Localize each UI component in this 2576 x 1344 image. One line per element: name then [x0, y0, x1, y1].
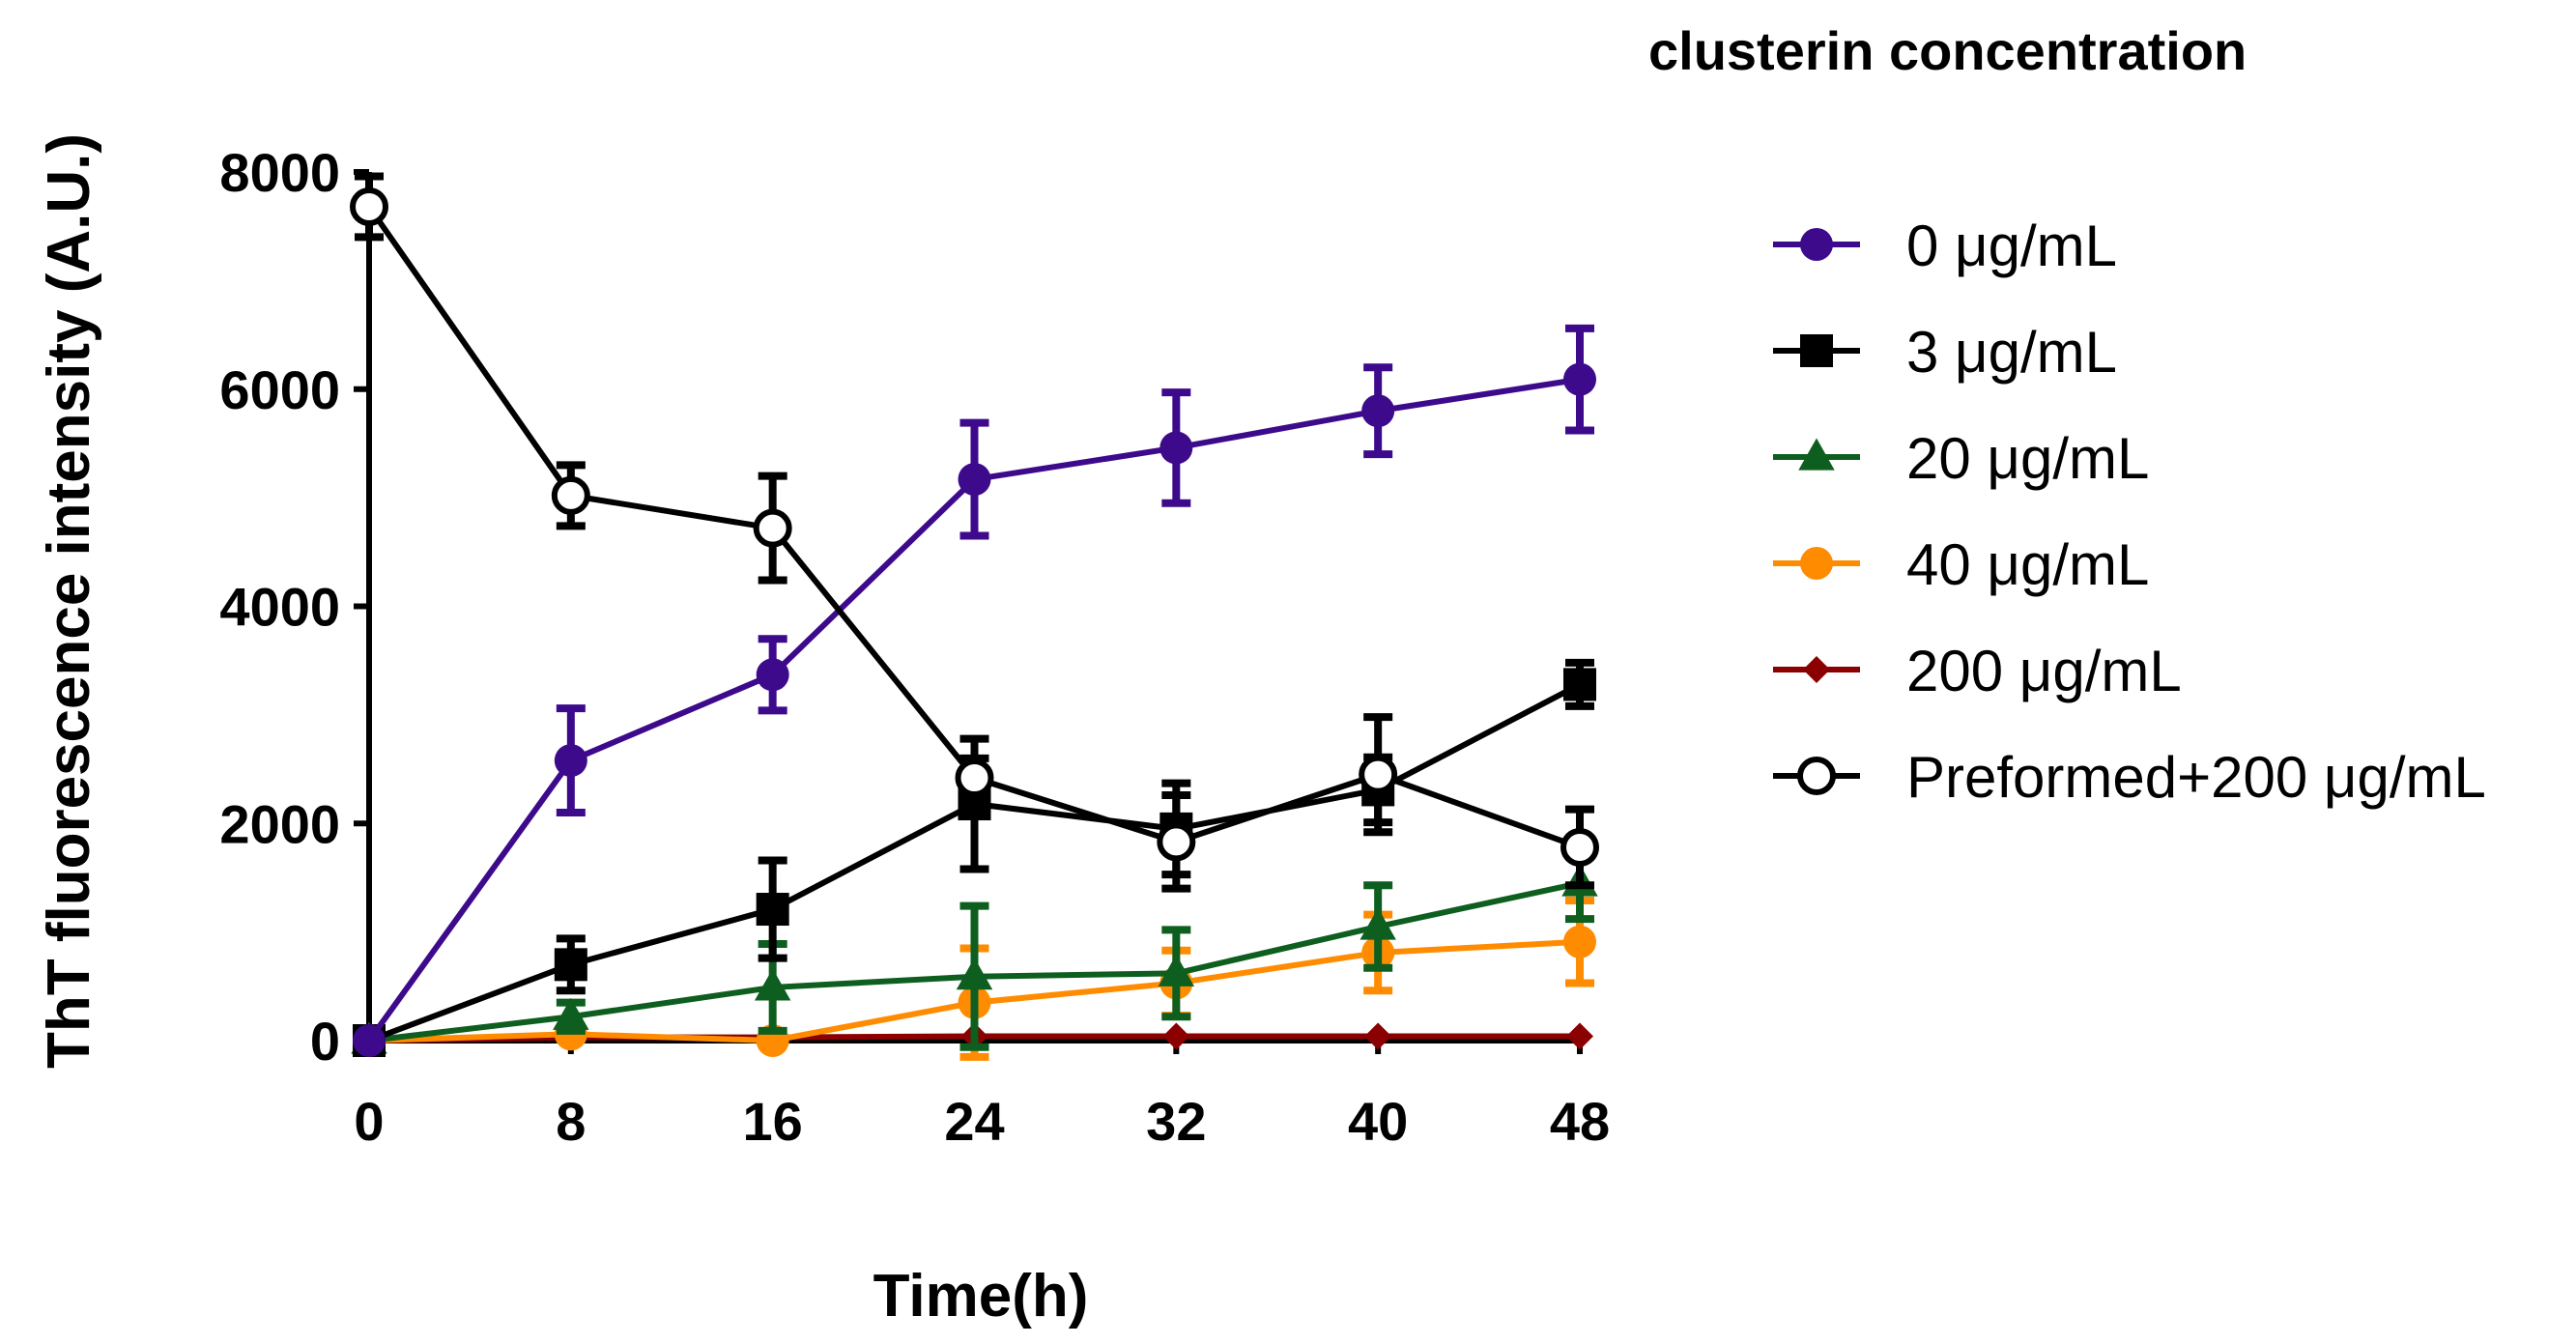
legend-marker — [1800, 228, 1833, 261]
data-point — [1162, 1022, 1190, 1050]
legend-label: Preformed+200 μg/mL — [1906, 745, 2486, 810]
data-point — [1159, 431, 1193, 465]
data-point — [553, 997, 589, 1030]
legend-item: 40 μg/mL — [1773, 532, 2149, 597]
legend-marker — [1800, 547, 1833, 580]
legend-marker — [1800, 334, 1833, 367]
x-axis-title: Time(h) — [873, 1263, 1089, 1330]
data-point — [955, 758, 994, 798]
legend-marker — [1797, 757, 1836, 795]
data-point — [1360, 907, 1396, 940]
legend-item: 3 μg/mL — [1773, 320, 2117, 385]
legend-title: clusterin concentration — [1648, 20, 2247, 81]
ticks: 0 8 16 24 32 40 48 0 2000 4000 6000 8000 — [219, 142, 1610, 1152]
legend-item: 200 μg/mL — [1773, 639, 2182, 703]
data-point — [1364, 1022, 1392, 1050]
y-tick-label: 0 — [310, 1011, 340, 1072]
x-tick-label: 40 — [1348, 1091, 1408, 1152]
legend-label: 20 μg/mL — [1906, 426, 2149, 491]
series-5 — [350, 172, 1599, 893]
x-tick-label: 0 — [354, 1091, 384, 1152]
legend: clusterin concentration 0 μg/mL 3 μg/mL 20… — [1648, 20, 2486, 810]
data-point — [1563, 362, 1596, 396]
data-point — [958, 463, 991, 497]
data-point — [1158, 954, 1195, 987]
data-point — [754, 968, 791, 1001]
legend-marker — [1798, 438, 1835, 471]
data-point — [1157, 822, 1196, 862]
data-point — [756, 893, 789, 927]
x-tick-label: 24 — [944, 1091, 1004, 1152]
data-point — [753, 508, 792, 548]
data-point — [554, 744, 587, 778]
x-tick-label: 48 — [1550, 1091, 1610, 1152]
data-point — [1560, 827, 1599, 867]
y-tick-label: 2000 — [219, 793, 340, 854]
data-point — [956, 958, 993, 990]
data-point — [1359, 755, 1398, 794]
legend-label: 200 μg/mL — [1906, 639, 2182, 703]
data-point — [1361, 394, 1395, 428]
x-tick-label: 16 — [743, 1091, 803, 1152]
data-point — [554, 948, 587, 982]
data-point — [1563, 668, 1596, 701]
legend-item: 0 μg/mL — [1773, 214, 2117, 278]
data-point — [350, 186, 388, 226]
legend-label: 40 μg/mL — [1906, 532, 2149, 597]
data-point — [353, 1024, 386, 1057]
y-tick-label: 8000 — [219, 142, 340, 203]
legend-label: 3 μg/mL — [1906, 320, 2117, 385]
y-tick-label: 4000 — [219, 577, 340, 638]
data-point — [1563, 925, 1596, 958]
y-tick-label: 6000 — [219, 359, 340, 420]
legend-item: 20 μg/mL — [1773, 426, 2149, 491]
series-layer — [350, 172, 1599, 1061]
y-axis-title: ThT fluorescence intensity (A.U.) — [36, 133, 102, 1069]
legend-item: Preformed+200 μg/mL — [1773, 745, 2486, 810]
x-tick-label: 8 — [556, 1091, 586, 1152]
x-tick-label: 32 — [1146, 1091, 1206, 1152]
legend-marker — [1803, 656, 1830, 683]
data-point — [551, 475, 590, 515]
series-0 — [353, 324, 1596, 1057]
data-point — [756, 658, 789, 692]
data-point — [1566, 1022, 1593, 1050]
legend-label: 0 μg/mL — [1906, 214, 2117, 278]
